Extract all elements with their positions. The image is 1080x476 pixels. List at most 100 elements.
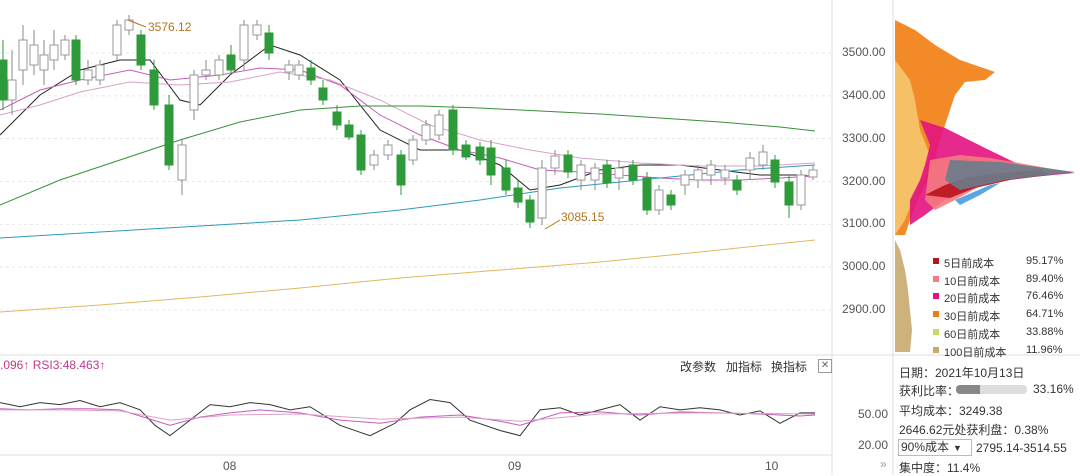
legend-pct: 33.88% xyxy=(1026,325,1064,338)
rsi-label: .096↑ RSI3:48.463↑ xyxy=(0,358,106,372)
candle-body xyxy=(808,169,818,178)
switch-indicator-button[interactable]: 换指标 xyxy=(771,360,808,374)
candle-body xyxy=(71,39,81,81)
candle-body xyxy=(563,154,573,173)
legend-swatch xyxy=(933,328,939,335)
candle-body xyxy=(537,167,547,219)
legend-swatch xyxy=(933,293,939,300)
candle-body xyxy=(784,181,794,206)
candle-body xyxy=(60,39,70,56)
candle-body xyxy=(226,54,236,71)
legend-label: 10日前成本 xyxy=(944,275,1001,288)
candle-body xyxy=(758,151,768,166)
candle-body xyxy=(706,164,716,176)
legend-pct: 64.71% xyxy=(1026,308,1064,321)
candle-body xyxy=(614,167,624,179)
candle-body xyxy=(693,169,703,181)
candle-body xyxy=(136,34,146,66)
price-tick: 3400.00 xyxy=(842,87,886,102)
candle-body xyxy=(294,64,304,76)
candle-body xyxy=(654,189,664,211)
legend-swatch xyxy=(933,311,939,318)
ma-20-line xyxy=(0,71,816,167)
candle-body xyxy=(680,174,690,186)
legend-item: 5日前成本 95.17% xyxy=(933,255,1063,271)
candle-body xyxy=(149,69,159,106)
candle-body xyxy=(550,155,560,169)
candle-body xyxy=(356,134,366,171)
candle-body xyxy=(796,174,806,206)
legend-item: 20日前成本 76.46% xyxy=(933,290,1063,306)
candle-body xyxy=(421,124,431,141)
ma-5-line xyxy=(0,44,816,191)
legend-item: 30日前成本 64.71% xyxy=(933,308,1063,324)
cost-select[interactable]: 90%成本 ▼ xyxy=(898,439,972,456)
candle-body xyxy=(164,104,174,166)
dist-dark xyxy=(945,160,1075,190)
rsi-tick-20: 20.00 xyxy=(858,438,889,452)
legend-label: 100日前成本 xyxy=(944,346,1007,359)
candle-body xyxy=(39,54,49,71)
x-tick-09: 09 xyxy=(508,459,522,473)
candle-body xyxy=(306,67,316,81)
legend-swatch xyxy=(933,275,939,282)
candle-body xyxy=(770,159,780,183)
candle-body xyxy=(501,167,511,191)
candle-body xyxy=(29,44,39,66)
candle-body xyxy=(83,69,93,81)
legend-pct: 89.40% xyxy=(1026,272,1064,285)
candle-body xyxy=(214,59,224,76)
candle-body xyxy=(239,24,249,61)
candle-body xyxy=(318,87,328,101)
candle-body xyxy=(475,146,485,161)
candle-body xyxy=(513,187,523,203)
candle-body xyxy=(590,167,600,181)
candle-body xyxy=(461,144,471,158)
price-tick: 3100.00 xyxy=(842,216,886,231)
candle-body xyxy=(284,64,294,73)
legend-label: 60日前成本 xyxy=(944,328,1001,341)
price-tick: 3200.00 xyxy=(842,173,886,188)
scroll-right-icon[interactable]: » xyxy=(880,457,887,471)
rsi-2-line xyxy=(0,408,816,426)
candle-body xyxy=(332,111,342,126)
concentration: 集中度：11.4% xyxy=(899,461,981,475)
chevron-down-icon: ▼ xyxy=(953,443,962,453)
candle-body xyxy=(344,124,354,138)
add-indicator-button[interactable]: 加指标 xyxy=(726,360,763,374)
candle-body xyxy=(252,24,262,36)
dist-100d xyxy=(895,240,912,352)
price-tick: 3000.00 xyxy=(842,259,886,274)
change-params-button[interactable]: 改参数 xyxy=(680,360,717,374)
candle-body xyxy=(486,147,496,176)
candle-body xyxy=(602,164,612,184)
candle-body xyxy=(189,74,199,111)
dist-60d xyxy=(955,183,1000,205)
legend-item: 10日前成本 89.40% xyxy=(933,273,1063,289)
legend-swatch xyxy=(933,258,939,264)
candle-body xyxy=(264,32,274,54)
candle-body xyxy=(448,109,458,151)
legend-item: 60日前成本 33.88% xyxy=(933,326,1063,342)
candle-body xyxy=(628,164,638,181)
legend-label: 30日前成本 xyxy=(944,311,1001,324)
candle-body xyxy=(576,164,586,181)
candle-body xyxy=(525,199,535,223)
close-icon[interactable]: ✕ xyxy=(818,359,832,373)
candle-body xyxy=(49,44,59,61)
legend-label: 5日前成本 xyxy=(944,258,995,270)
x-tick-08: 08 xyxy=(223,459,237,473)
ma-120-line xyxy=(0,239,816,313)
legend-pct: 95.17% xyxy=(1026,255,1064,267)
dist-30d-light xyxy=(895,60,930,235)
rsi-3-line xyxy=(0,409,816,422)
profit-at-price: 2646.62元处获利盘：0.38% xyxy=(899,423,1049,437)
rsi-1-line xyxy=(0,398,815,437)
ma-60-line xyxy=(0,164,816,239)
candle-body xyxy=(18,39,28,71)
price-tick: 3300.00 xyxy=(842,130,886,145)
high-annotation: 3576.12 xyxy=(148,20,192,34)
candle-body xyxy=(369,154,379,166)
low-annotation: 3085.15 xyxy=(561,210,605,224)
high-pointer xyxy=(127,19,147,28)
